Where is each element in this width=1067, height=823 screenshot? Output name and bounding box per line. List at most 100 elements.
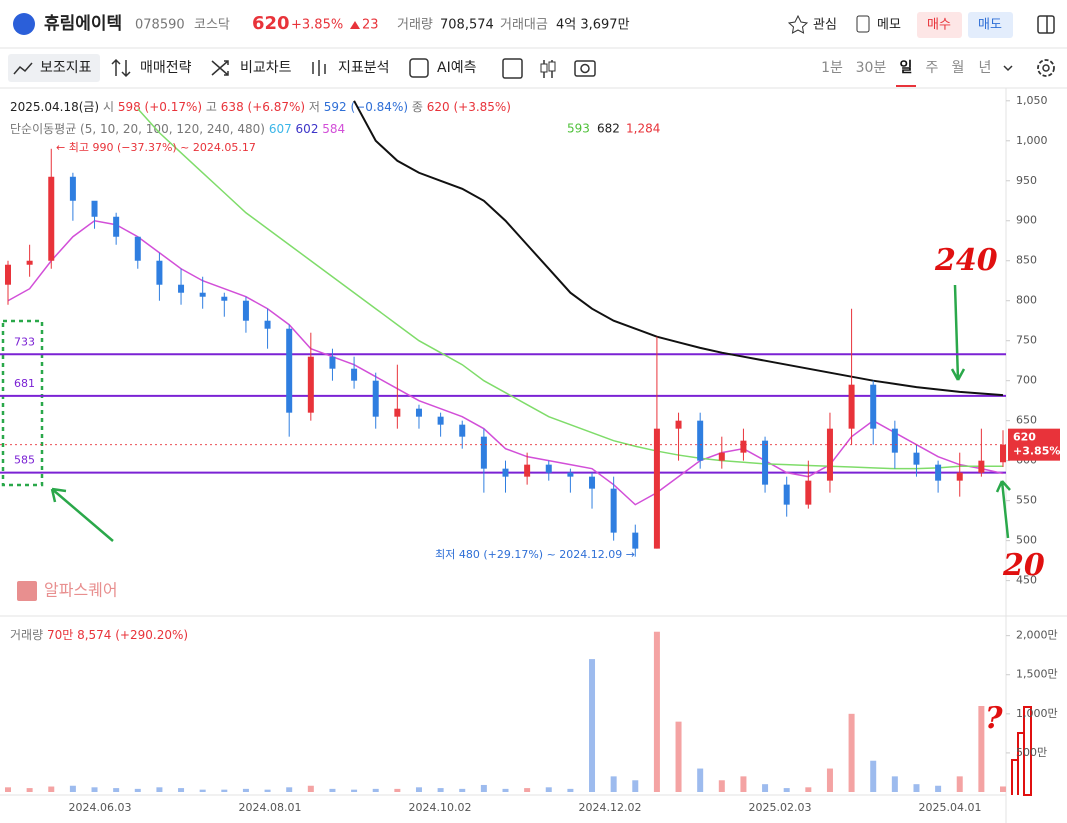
period-active[interactable]: 일 bbox=[900, 60, 913, 76]
level-label: 681 bbox=[14, 377, 35, 390]
volume-bar bbox=[848, 713, 855, 792]
buy-button[interactable] bbox=[917, 12, 962, 38]
candle-tool-body bbox=[548, 61, 556, 72]
sidebar-icon[interactable] bbox=[1037, 15, 1055, 34]
tool-item[interactable]: AI예측 bbox=[437, 60, 477, 76]
volume-legend: 70만 8,574 (+290.20%) bbox=[47, 628, 188, 642]
period[interactable]: 1분 bbox=[821, 60, 843, 76]
candle-body bbox=[286, 328, 293, 413]
volume-tick-label: 1,500만 bbox=[1016, 668, 1058, 681]
change-pct: +3.85% bbox=[291, 18, 343, 33]
label: 저 bbox=[309, 100, 320, 114]
amount-label: 거래대금 bbox=[500, 18, 548, 33]
candle-body bbox=[307, 356, 314, 413]
tool-item[interactable]: 비교차트 bbox=[240, 60, 292, 76]
volume-bar bbox=[351, 789, 358, 792]
volume-bar bbox=[567, 788, 574, 792]
camera-lens bbox=[580, 63, 590, 74]
x-tick-label: 2024.06.03 bbox=[69, 801, 132, 814]
price-tag-label: 620 bbox=[1013, 431, 1036, 444]
y-tick-label: 650 bbox=[1016, 414, 1037, 427]
memo-button[interactable]: 메모 bbox=[877, 18, 901, 33]
tool-item[interactable]: 보조지표 bbox=[40, 60, 92, 76]
low: 592 (−0.84%) bbox=[324, 100, 408, 114]
volume-label: 거래량 bbox=[10, 628, 43, 642]
tool-icon bbox=[13, 62, 33, 75]
volume-bar bbox=[783, 788, 790, 792]
ma-label: 단순이동평균 (5, 10, 20, 100, 120, 240, 480) bbox=[10, 122, 265, 136]
label: 종 bbox=[412, 100, 423, 114]
candle-body bbox=[372, 380, 379, 417]
volume-bar bbox=[589, 659, 596, 792]
volume-bar bbox=[221, 789, 228, 792]
tool-item[interactable]: 지표분석 bbox=[338, 60, 390, 76]
volume-bar bbox=[48, 786, 55, 792]
volume-bar bbox=[502, 788, 509, 792]
volume-bar bbox=[610, 776, 617, 792]
period-dropdown[interactable] bbox=[1003, 65, 1013, 72]
candle-body bbox=[589, 476, 596, 489]
memo-icon[interactable] bbox=[856, 15, 870, 33]
dashed-box bbox=[1, 319, 44, 487]
settings-icon[interactable] bbox=[1037, 59, 1055, 77]
volume-bar bbox=[762, 784, 769, 792]
y-tick-label: 500 bbox=[1016, 534, 1037, 547]
volume-tick-label: 2,000만 bbox=[1016, 629, 1058, 642]
candle-body bbox=[242, 300, 249, 321]
ma-info: 단순이동평균 (5, 10, 20, 100, 120, 240, 480) 6… bbox=[10, 122, 345, 136]
volume-bar bbox=[134, 788, 141, 792]
candle-body bbox=[113, 216, 120, 237]
candle-body bbox=[415, 408, 422, 417]
star-icon[interactable] bbox=[787, 14, 809, 34]
candle-body bbox=[848, 384, 855, 429]
volume-bar bbox=[891, 776, 898, 792]
price: 620 bbox=[252, 13, 290, 34]
high: 638 (+6.87%) bbox=[221, 100, 305, 114]
period[interactable]: 주 bbox=[926, 60, 939, 76]
x-tick-label: 2024.12.02 bbox=[579, 801, 642, 814]
watermark-icon bbox=[17, 581, 37, 601]
candle-body bbox=[891, 428, 898, 453]
y-tick-label: 550 bbox=[1016, 494, 1037, 507]
y-tick-label: 950 bbox=[1016, 174, 1037, 187]
volume-bar bbox=[459, 788, 466, 792]
sell-label[interactable]: 매도 bbox=[978, 18, 1002, 33]
ma-value: 1,284 bbox=[626, 122, 660, 136]
period[interactable]: 년 bbox=[979, 60, 992, 76]
candle-body bbox=[805, 480, 812, 505]
camera-tool[interactable] bbox=[574, 60, 596, 77]
volume-bar bbox=[1000, 786, 1006, 792]
volume-bar bbox=[826, 768, 833, 792]
volume-bar bbox=[199, 789, 206, 792]
y-tick-label: 1,050 bbox=[1016, 94, 1048, 107]
candle-body bbox=[26, 260, 33, 265]
level-label: 585 bbox=[14, 454, 35, 467]
candle-body bbox=[5, 264, 11, 285]
candle-body bbox=[1000, 444, 1006, 463]
y-tick-label: 850 bbox=[1016, 254, 1037, 267]
volume-bar bbox=[91, 787, 98, 792]
volume-bar bbox=[740, 776, 747, 792]
x-tick-label: 2024.08.01 bbox=[239, 801, 302, 814]
volume-bar bbox=[5, 787, 11, 792]
candle-body bbox=[632, 532, 639, 549]
volume-info: 거래량 70만 8,574 (+290.20%) bbox=[10, 628, 188, 642]
period[interactable]: 월 bbox=[952, 60, 965, 76]
buy-label[interactable]: 매수 bbox=[927, 18, 951, 33]
box-tool[interactable] bbox=[502, 58, 523, 79]
candle-body bbox=[956, 472, 963, 481]
y-tick-label: 700 bbox=[1016, 374, 1037, 387]
green-arrow bbox=[50, 487, 114, 542]
tool-item[interactable]: 매매전략 bbox=[140, 60, 192, 76]
ma-value: 602 bbox=[296, 122, 319, 136]
sell-button[interactable] bbox=[968, 12, 1013, 38]
tool-icon bbox=[211, 60, 229, 76]
candle-body bbox=[69, 176, 76, 201]
watch-button[interactable]: 관심 bbox=[813, 18, 837, 33]
ma-line bbox=[7, 219, 1004, 506]
candle-body bbox=[675, 420, 682, 429]
volume-bar bbox=[437, 788, 444, 792]
period[interactable]: 30분 bbox=[856, 60, 887, 76]
up-triangle bbox=[350, 21, 360, 29]
candle-body bbox=[653, 428, 660, 549]
